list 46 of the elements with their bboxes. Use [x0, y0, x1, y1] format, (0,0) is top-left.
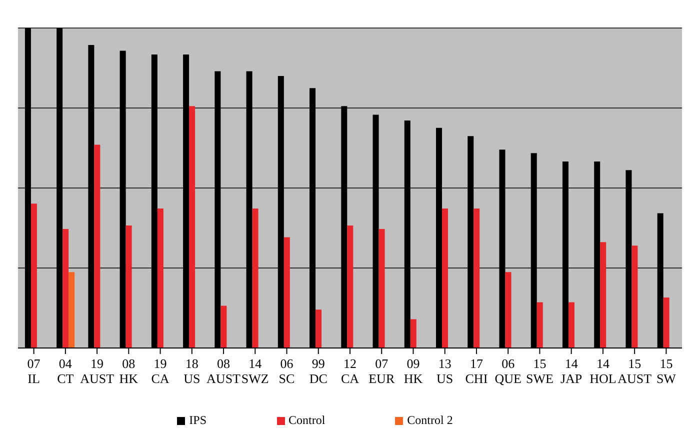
bar: [157, 208, 164, 348]
bar: [68, 272, 75, 348]
bar: [600, 242, 606, 348]
bar: [568, 302, 574, 348]
x-tick-label: 06 QUE: [494, 356, 522, 386]
bar: [536, 302, 543, 348]
bar: [347, 225, 354, 348]
bar: [189, 106, 196, 348]
bar: [474, 208, 480, 348]
bar: [62, 228, 69, 348]
x-tick-label: 14 SWZ: [241, 356, 269, 386]
bar: [252, 208, 258, 348]
bar: [410, 319, 416, 348]
x-tick-label: 15 SW: [656, 356, 677, 386]
bar: [220, 306, 227, 348]
bar: [632, 246, 638, 348]
x-tick-label: 19 AUST: [80, 356, 114, 386]
x-tick-label: 99 DC: [309, 356, 328, 386]
legend-label: Control 2: [407, 413, 453, 427]
bar: [378, 228, 385, 348]
x-tick-label: 04 CT: [57, 356, 74, 386]
x-tick-label: 08 HK: [119, 356, 139, 386]
x-tick-label: 19 CA: [151, 356, 170, 386]
x-tick-label: 15 AUST: [618, 356, 652, 386]
x-tick-label: 14 JAP: [560, 356, 582, 386]
bar: [663, 297, 670, 348]
bar: [284, 237, 290, 348]
legend-label: Control: [288, 413, 326, 427]
bar: [94, 144, 100, 348]
x-tick-label: 13 US: [436, 356, 454, 386]
bar: [30, 204, 37, 348]
x-tick-label: 15 SWE: [526, 356, 554, 386]
x-tick-label: 14 HOL: [590, 356, 616, 386]
legend-label: IPS: [189, 413, 206, 427]
x-tick-label: 17 CHI: [465, 356, 488, 386]
bar: [505, 272, 512, 348]
bar: [316, 310, 322, 348]
x-tick-label: 09 HK: [404, 356, 424, 386]
x-tick-label: 12 CA: [340, 356, 360, 386]
x-tick-label: 08 AUST: [206, 356, 241, 386]
x-tick-label: 07 EUR: [368, 356, 395, 386]
bar: [442, 208, 448, 348]
x-tick-label: 18 US: [184, 356, 200, 386]
x-tick-label: 06 SC: [278, 356, 295, 386]
bar: [126, 225, 132, 348]
x-tick-label: 07 IL: [27, 356, 41, 386]
